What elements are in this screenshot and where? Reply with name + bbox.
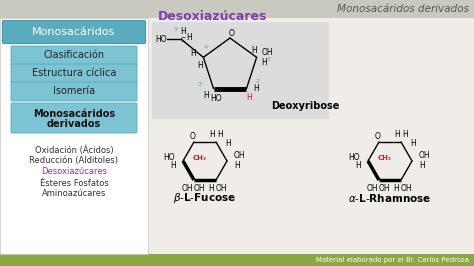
Text: OH: OH	[400, 184, 412, 193]
Text: HO: HO	[163, 152, 175, 161]
FancyBboxPatch shape	[11, 64, 137, 83]
FancyBboxPatch shape	[0, 18, 148, 254]
Text: OH: OH	[366, 184, 378, 193]
Text: Reducción (Alditoles): Reducción (Alditoles)	[29, 156, 118, 165]
Text: Material elaborado por el Br. Carlos Pedroza: Material elaborado por el Br. Carlos Ped…	[316, 257, 469, 263]
Text: Monosacáridos derivados: Monosacáridos derivados	[337, 4, 469, 14]
Text: O: O	[190, 132, 196, 142]
Text: HO: HO	[155, 35, 167, 44]
Text: OH: OH	[215, 184, 227, 193]
Text: 3': 3'	[198, 82, 203, 87]
Text: HO: HO	[348, 152, 360, 161]
Text: H: H	[186, 33, 192, 42]
FancyBboxPatch shape	[11, 103, 137, 133]
Text: Deoxyribose: Deoxyribose	[271, 101, 339, 111]
Text: Desoxiazúcares: Desoxiazúcares	[158, 10, 267, 23]
Text: Ésteres Fosfatos: Ésteres Fosfatos	[40, 178, 109, 188]
Text: H: H	[251, 46, 256, 55]
Text: Isomería: Isomería	[53, 86, 95, 97]
Text: H: H	[181, 27, 186, 36]
Text: OH: OH	[378, 184, 390, 193]
FancyBboxPatch shape	[0, 0, 474, 18]
Text: H: H	[198, 61, 203, 70]
Text: Monosacáridos: Monosacáridos	[33, 109, 115, 119]
Text: OH: OH	[193, 184, 205, 193]
Text: derivados: derivados	[47, 119, 101, 129]
Text: Estructura cíclica: Estructura cíclica	[32, 69, 116, 78]
Text: OH: OH	[418, 152, 430, 160]
Text: H: H	[234, 161, 240, 171]
Text: CH₃: CH₃	[193, 155, 207, 161]
Text: H: H	[170, 161, 176, 171]
Text: H: H	[217, 130, 223, 139]
Text: H: H	[393, 184, 399, 193]
FancyBboxPatch shape	[11, 82, 137, 101]
Text: H: H	[225, 139, 231, 148]
FancyBboxPatch shape	[2, 20, 146, 44]
Text: H: H	[410, 139, 416, 148]
Text: OH: OH	[262, 48, 273, 57]
Text: CH₃: CH₃	[378, 155, 392, 161]
Text: Clasificación: Clasificación	[44, 51, 105, 60]
FancyBboxPatch shape	[11, 46, 137, 65]
Text: C: C	[181, 37, 186, 43]
Text: Aminoazúcares: Aminoazúcares	[42, 189, 106, 198]
Text: H: H	[254, 84, 259, 93]
Text: H: H	[204, 91, 210, 100]
Text: H: H	[209, 130, 215, 139]
Text: H: H	[261, 58, 266, 67]
Text: H: H	[246, 93, 252, 102]
FancyBboxPatch shape	[152, 22, 329, 119]
Text: 5': 5'	[173, 27, 179, 32]
Text: Desoxiazúcares: Desoxiazúcares	[41, 168, 107, 177]
Text: 2': 2'	[255, 79, 261, 84]
Text: H: H	[355, 161, 361, 171]
Text: 4': 4'	[203, 45, 210, 50]
Text: H: H	[394, 130, 400, 139]
Text: O: O	[229, 28, 235, 38]
Text: 1': 1'	[267, 57, 273, 62]
Text: H: H	[191, 49, 196, 58]
Text: H: H	[419, 161, 425, 171]
Text: H: H	[208, 184, 214, 193]
Text: OH: OH	[181, 184, 193, 193]
Text: Oxidación (Ácidos): Oxidación (Ácidos)	[35, 145, 113, 155]
Text: $\beta$-$\mathbf{L}$-$\mathbf{Fucose}$: $\beta$-$\mathbf{L}$-$\mathbf{Fucose}$	[173, 191, 237, 205]
Text: H: H	[402, 130, 408, 139]
Text: HO: HO	[211, 94, 222, 103]
Text: OH: OH	[233, 152, 245, 160]
Text: O: O	[375, 132, 381, 142]
Text: Monosacáridos: Monosacáridos	[32, 27, 116, 37]
Text: $\alpha$-$\mathbf{L}$-$\mathbf{Rhamnose}$: $\alpha$-$\mathbf{L}$-$\mathbf{Rhamnose}…	[348, 192, 432, 204]
FancyBboxPatch shape	[0, 254, 474, 266]
